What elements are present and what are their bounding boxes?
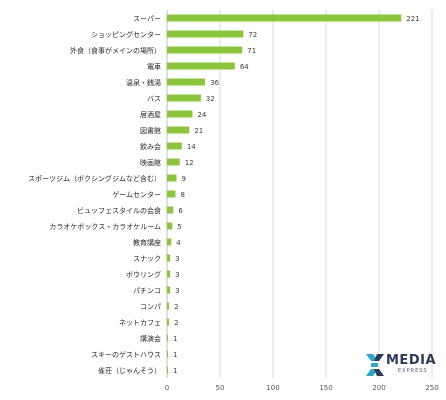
bar — [167, 110, 193, 118]
data-label: 3 — [175, 255, 179, 263]
category-label: 温泉・銭湯 — [126, 78, 161, 87]
bar — [167, 270, 171, 278]
data-label: 5 — [177, 223, 181, 231]
x-tick-label: 0 — [165, 384, 169, 392]
category-label: スナック — [133, 255, 161, 263]
bar — [167, 302, 170, 310]
data-label: 24 — [197, 111, 206, 119]
data-label: 4 — [176, 239, 181, 247]
category-label: ネットカフェ — [119, 319, 161, 327]
data-label: 72 — [248, 31, 257, 39]
logo-text: MEDIA — [386, 353, 437, 368]
bar — [167, 334, 169, 342]
data-label: 221 — [406, 15, 419, 23]
category-label: カラオケボックス・カラオケルーム — [49, 223, 161, 231]
category-label: バス — [147, 95, 161, 103]
logo-subtext: EXPRESS — [398, 368, 428, 374]
data-label: 1 — [173, 367, 177, 375]
data-label: 32 — [206, 95, 215, 103]
data-label: 64 — [240, 63, 249, 71]
x-tick-label: 100 — [266, 384, 279, 392]
data-label: 1 — [173, 335, 177, 343]
bar — [167, 126, 190, 134]
data-label: 2 — [174, 303, 178, 311]
data-label: 6 — [178, 207, 183, 215]
category-label: 映画館 — [140, 158, 161, 167]
bar — [167, 46, 243, 54]
category-label: 雀荘（じゃんそう） — [98, 366, 161, 375]
bar — [167, 62, 235, 70]
category-label: ビュッフェスタイルの会食 — [77, 206, 161, 215]
bar — [167, 366, 169, 374]
bar — [167, 30, 244, 38]
category-label: ショッピングセンター — [91, 30, 161, 39]
x-tick-label: 150 — [319, 384, 332, 392]
data-label: 3 — [175, 271, 179, 279]
bar — [167, 94, 201, 102]
bar — [167, 238, 172, 246]
logo-mark-icon — [366, 354, 384, 376]
category-label: 講演会 — [140, 334, 161, 343]
bar — [167, 142, 182, 150]
bar — [167, 158, 180, 166]
data-label: 2 — [174, 319, 178, 327]
category-label: スキーのゲストハウス — [91, 350, 161, 359]
bar — [167, 78, 206, 86]
category-label: 外食（食事がメインの場所） — [70, 46, 161, 55]
bar — [167, 206, 174, 214]
data-label: 9 — [182, 175, 186, 183]
category-label: 居酒屋 — [140, 111, 161, 119]
data-label: 14 — [187, 143, 196, 151]
data-label: 12 — [185, 159, 194, 167]
bar — [167, 350, 169, 358]
category-label: コンパ — [140, 303, 161, 311]
category-label: 図書館 — [140, 126, 161, 135]
category-label: 飲み会 — [140, 142, 161, 151]
bar — [167, 318, 170, 326]
bar — [167, 286, 171, 294]
media-express-logo: MEDIA EXPRESS — [364, 352, 444, 378]
data-label: 71 — [247, 47, 256, 55]
data-label: 21 — [194, 127, 203, 135]
data-label: 36 — [210, 79, 219, 87]
data-label: 1 — [173, 351, 177, 359]
bar — [167, 14, 402, 22]
x-tick-label: 50 — [216, 384, 225, 392]
category-label: 教育講座 — [133, 238, 161, 247]
bar — [167, 190, 176, 198]
x-tick-label: 250 — [425, 384, 438, 392]
bar — [167, 254, 171, 262]
bar — [167, 174, 177, 182]
category-label: ゲームセンター — [112, 190, 161, 199]
category-label: パチンコ — [133, 287, 161, 295]
x-tick-label: 200 — [372, 384, 385, 392]
category-label: ボウリング — [126, 270, 161, 279]
category-label: 電車 — [147, 62, 161, 71]
category-label: スーパー — [133, 15, 161, 23]
data-label: 3 — [175, 287, 179, 295]
category-label: スポーツジム（ボクシングジムなど含む） — [28, 174, 161, 183]
data-label: 8 — [180, 191, 184, 199]
bar — [167, 222, 173, 230]
